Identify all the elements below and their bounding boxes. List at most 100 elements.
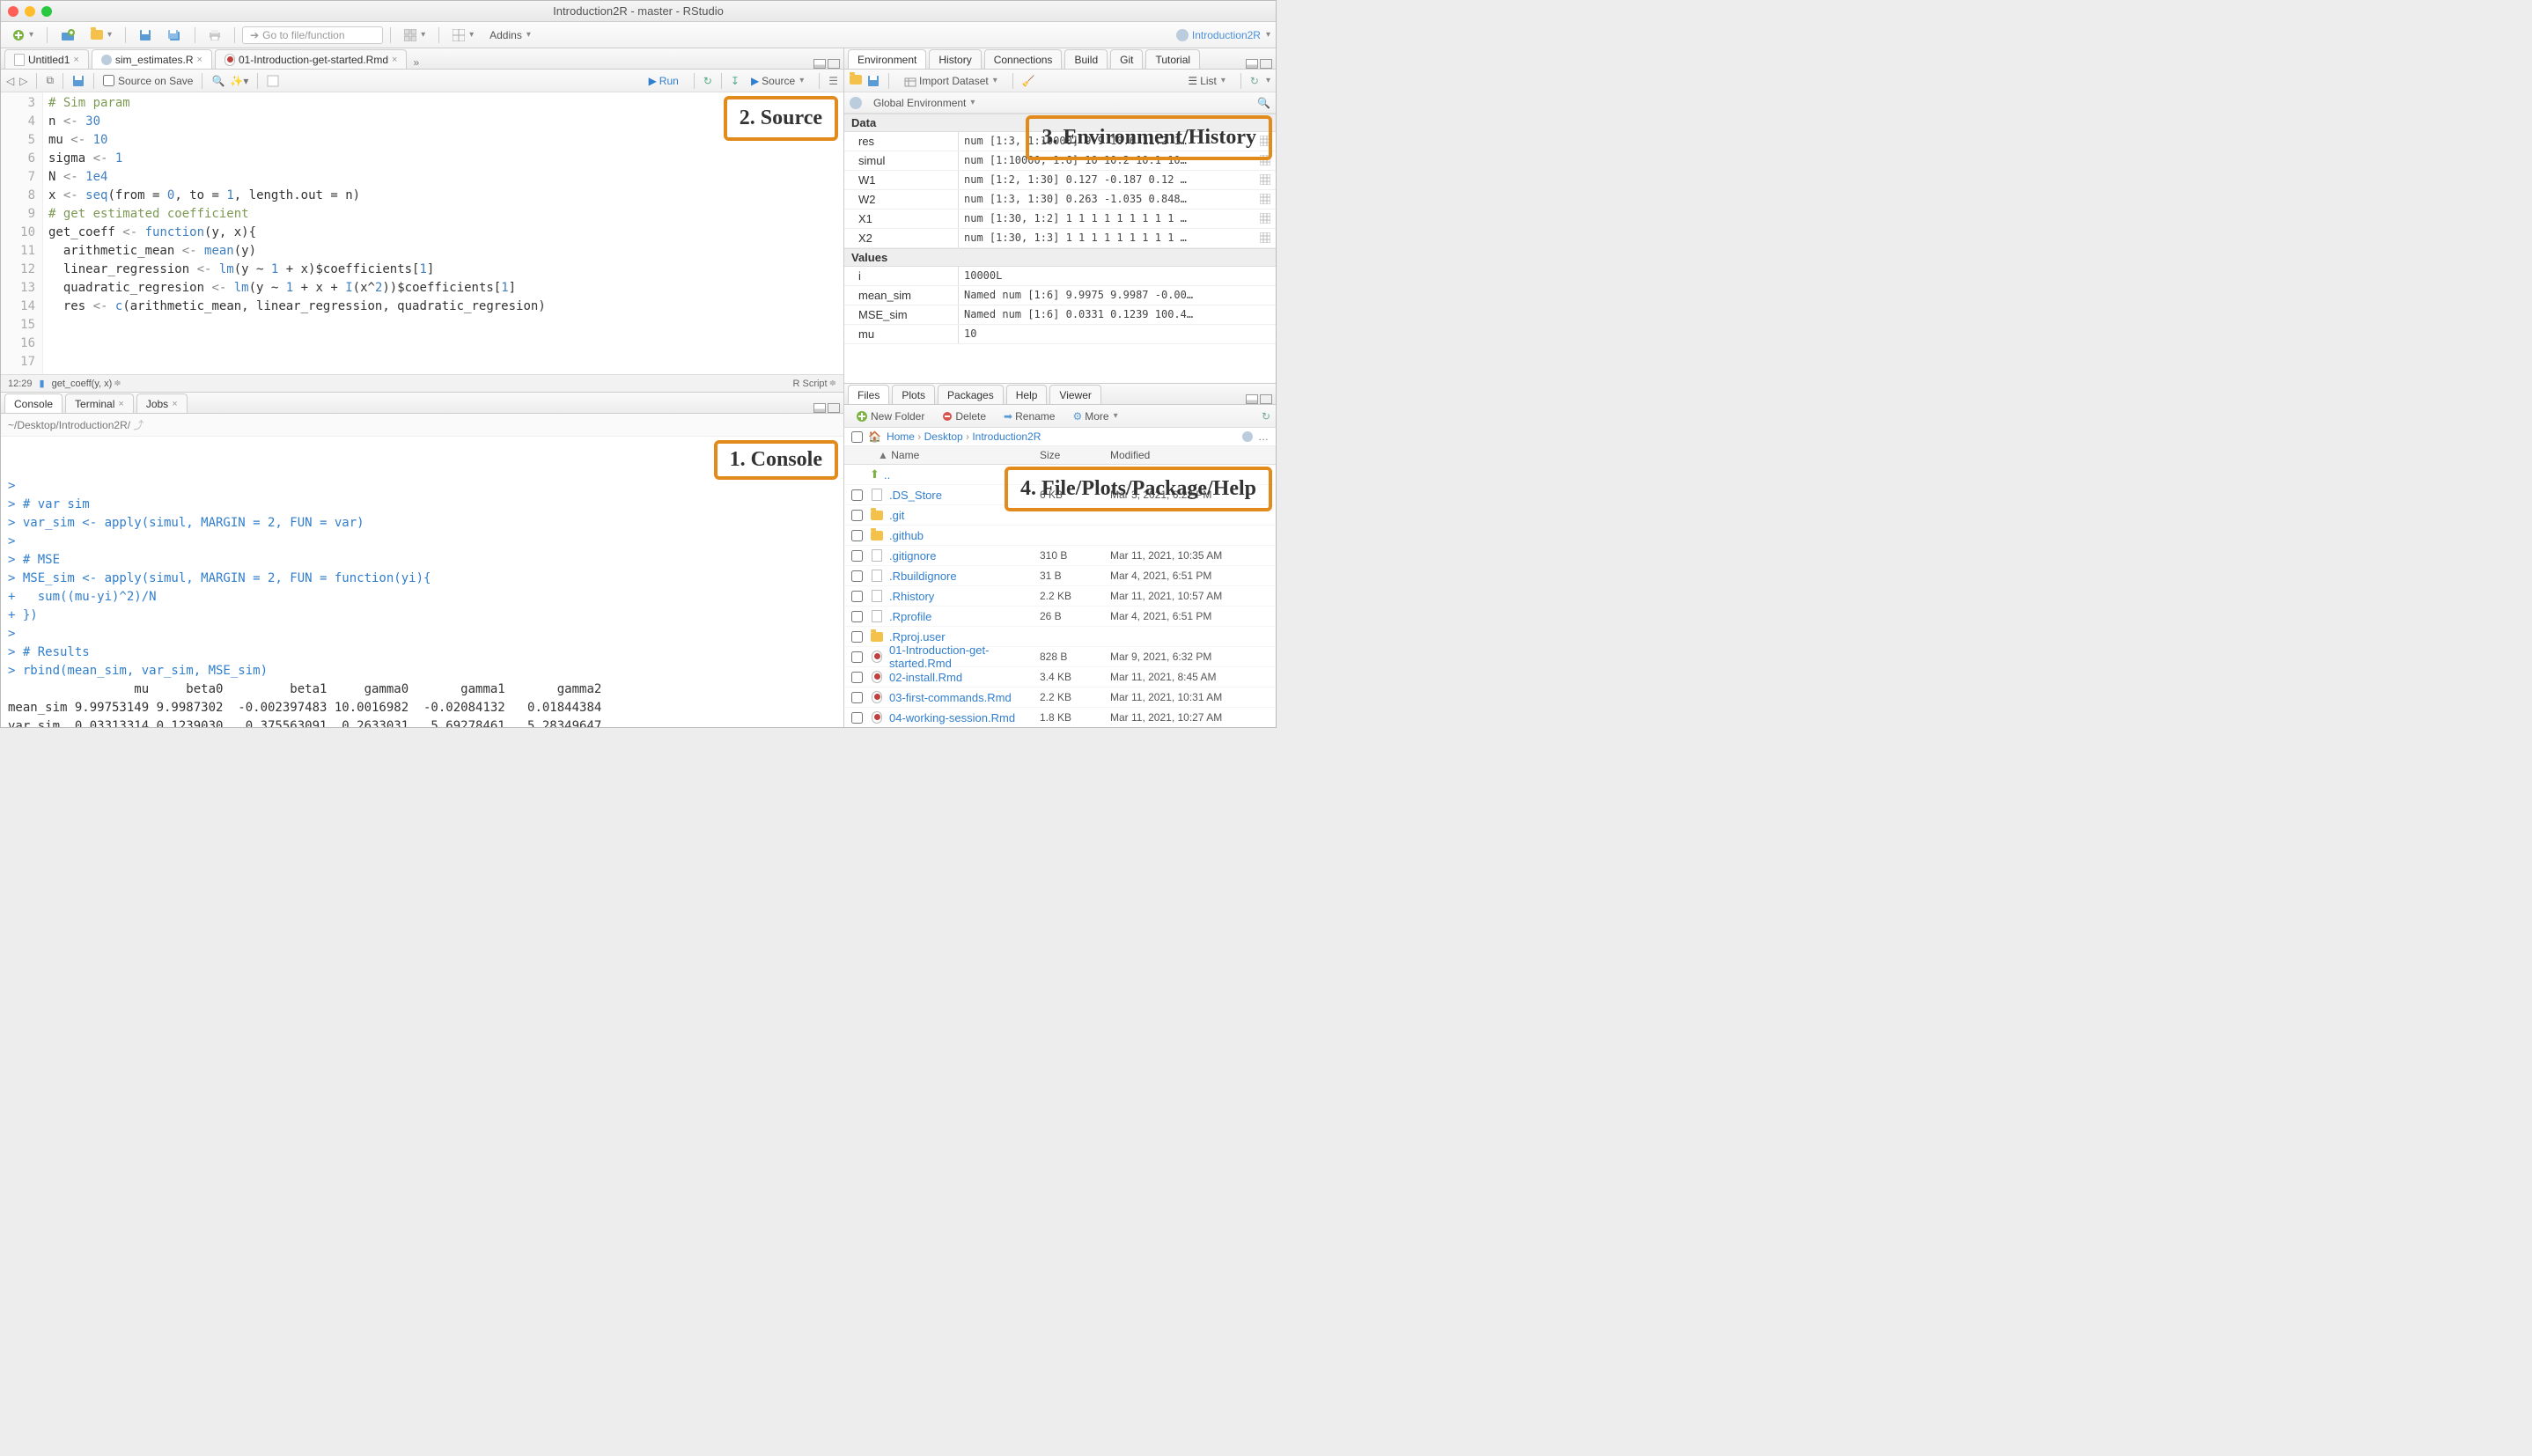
grid-icon[interactable]	[1260, 136, 1270, 146]
env-tab[interactable]: History	[929, 49, 981, 69]
load-workspace-icon[interactable]	[850, 75, 862, 87]
delete-button[interactable]: Delete	[936, 408, 992, 425]
env-row[interactable]: simulnum [1:10000, 1:6] 10 10.2 10.1 10…	[844, 151, 1276, 171]
minimize-icon[interactable]	[25, 6, 35, 17]
forward-icon[interactable]: ▷	[19, 75, 27, 87]
rename-button[interactable]: ➡Rename	[997, 408, 1061, 425]
save-all-button[interactable]	[161, 26, 188, 44]
file-checkbox[interactable]	[851, 489, 863, 501]
env-tab[interactable]: Git	[1110, 49, 1143, 69]
source-on-save-checkbox[interactable]: Source on Save	[103, 75, 193, 87]
console-tab[interactable]: Jobs×	[136, 393, 188, 413]
wand-icon[interactable]: ✨▾	[230, 75, 248, 87]
home-icon[interactable]: 🏠	[868, 430, 881, 443]
console-body[interactable]: > > # var sim> var_sim <- apply(simul, M…	[1, 437, 843, 727]
source-editor[interactable]: 34567891011121314151617 # Sim paramn <- …	[1, 92, 843, 374]
back-icon[interactable]: ◁	[6, 75, 14, 87]
rerun-icon[interactable]: ↻	[703, 75, 712, 87]
save-workspace-icon[interactable]	[867, 75, 880, 87]
files-tab[interactable]: Packages	[938, 385, 1004, 404]
file-row[interactable]: 02-install.Rmd3.4 KBMar 11, 2021, 8:45 A…	[844, 667, 1276, 688]
project-menu[interactable]: Introduction2R ▾	[1176, 29, 1270, 41]
print-button[interactable]	[202, 27, 227, 43]
list-view-button[interactable]: ☰ List▾	[1181, 72, 1231, 90]
source-menu-button[interactable]: ▶ Source ▾	[745, 72, 810, 90]
maximize-pane-icon[interactable]	[1260, 59, 1272, 69]
more-path-icon[interactable]: …	[1258, 430, 1269, 443]
show-in-new-window-icon[interactable]: ⧉	[46, 74, 54, 87]
files-tab[interactable]: Plots	[892, 385, 935, 404]
close-tab-icon[interactable]: ×	[172, 399, 177, 409]
maximize-pane-icon[interactable]	[828, 403, 840, 413]
env-row[interactable]: W2num [1:3, 1:30] 0.263 -1.035 0.848…	[844, 190, 1276, 210]
goto-file-input[interactable]: ➔ Go to file/function	[242, 26, 383, 44]
file-row[interactable]: .Rhistory2.2 KBMar 11, 2021, 10:57 AM	[844, 586, 1276, 607]
grid-icon[interactable]	[1260, 174, 1270, 185]
env-row[interactable]: X1num [1:30, 1:2] 1 1 1 1 1 1 1 1 1 …	[844, 210, 1276, 229]
source-tab[interactable]: 01-Introduction-get-started.Rmd×	[215, 49, 408, 69]
env-tab[interactable]: Build	[1064, 49, 1108, 69]
env-row[interactable]: X2num [1:30, 1:3] 1 1 1 1 1 1 1 1 1 …	[844, 229, 1276, 248]
console-tab[interactable]: Terminal×	[65, 393, 134, 413]
run-button[interactable]: ▶ Run	[643, 72, 685, 90]
file-checkbox[interactable]	[851, 712, 863, 724]
close-icon[interactable]	[8, 6, 18, 17]
env-row[interactable]: resnum [1:3, 1:10000] 9.9 10.6 11.2 1…	[844, 132, 1276, 151]
new-file-button[interactable]: ▾	[6, 26, 40, 44]
save-button[interactable]	[133, 26, 158, 44]
open-file-button[interactable]: ▾	[85, 27, 118, 42]
source-chunk-icon[interactable]: ↧	[731, 75, 740, 87]
file-row[interactable]: 04-working-session.Rmd1.8 KBMar 11, 2021…	[844, 708, 1276, 727]
file-checkbox[interactable]	[851, 611, 863, 622]
minimize-pane-icon[interactable]	[813, 403, 826, 413]
close-tab-icon[interactable]: ×	[197, 55, 202, 65]
file-checkbox[interactable]	[851, 530, 863, 541]
refresh-files-icon[interactable]: ↻	[1262, 410, 1270, 423]
file-checkbox[interactable]	[851, 570, 863, 582]
grid-icon[interactable]	[1260, 213, 1270, 224]
compile-report-icon[interactable]	[267, 75, 279, 87]
pane-layout-button[interactable]: ▾	[446, 26, 480, 44]
env-row[interactable]: i10000L	[844, 267, 1276, 286]
grid-icon[interactable]	[1260, 194, 1270, 204]
breadcrumb-item[interactable]: Home	[887, 430, 915, 443]
file-checkbox[interactable]	[851, 651, 863, 663]
refresh-icon[interactable]: ↻	[1250, 75, 1259, 87]
env-row[interactable]: mu10	[844, 325, 1276, 344]
file-checkbox[interactable]	[851, 631, 863, 643]
file-checkbox[interactable]	[851, 510, 863, 521]
clear-workspace-icon[interactable]: 🧹	[1022, 75, 1035, 87]
select-all-checkbox[interactable]	[851, 431, 863, 443]
file-checkbox[interactable]	[851, 550, 863, 562]
file-row[interactable]: .github	[844, 526, 1276, 546]
env-row[interactable]: W1num [1:2, 1:30] 0.127 -0.187 0.12 …	[844, 171, 1276, 190]
file-row[interactable]: 01-Introduction-get-started.Rmd828 BMar …	[844, 647, 1276, 667]
files-tab[interactable]: Help	[1006, 385, 1048, 404]
new-project-button[interactable]	[55, 26, 81, 44]
find-icon[interactable]: 🔍	[211, 75, 224, 87]
source-tab[interactable]: Untitled1×	[4, 49, 89, 69]
addins-button[interactable]: Addins▾	[483, 26, 537, 44]
file-checkbox[interactable]	[851, 591, 863, 602]
file-row[interactable]: .git	[844, 505, 1276, 526]
env-tab[interactable]: Tutorial	[1145, 49, 1200, 69]
maximize-icon[interactable]	[41, 6, 52, 17]
env-row[interactable]: MSE_simNamed num [1:6] 0.0331 0.1239 100…	[844, 305, 1276, 325]
file-checkbox[interactable]	[851, 672, 863, 683]
close-tab-icon[interactable]: ×	[118, 399, 123, 409]
file-row[interactable]: .Rprofile26 BMar 4, 2021, 6:51 PM	[844, 607, 1276, 627]
grid-icon[interactable]	[1260, 232, 1270, 243]
maximize-pane-icon[interactable]	[1260, 394, 1272, 404]
scope-label[interactable]: get_coeff(y, x)	[52, 379, 113, 389]
files-tab[interactable]: Files	[848, 385, 889, 404]
console-tab[interactable]: Console	[4, 393, 63, 413]
breadcrumb-item[interactable]: Introduction2R	[972, 430, 1041, 443]
tab-menu-button[interactable]: »	[413, 56, 419, 69]
file-row[interactable]: .Rbuildignore31 BMar 4, 2021, 6:51 PM	[844, 566, 1276, 586]
save-source-button[interactable]	[72, 75, 85, 87]
tools-grid-button[interactable]: ▾	[398, 26, 431, 44]
env-row[interactable]: mean_simNamed num [1:6] 9.9975 9.9987 -0…	[844, 286, 1276, 305]
file-row[interactable]: ⬆..	[844, 465, 1276, 485]
source-tab[interactable]: sim_estimates.R×	[92, 49, 212, 69]
close-tab-icon[interactable]: ×	[73, 55, 78, 65]
